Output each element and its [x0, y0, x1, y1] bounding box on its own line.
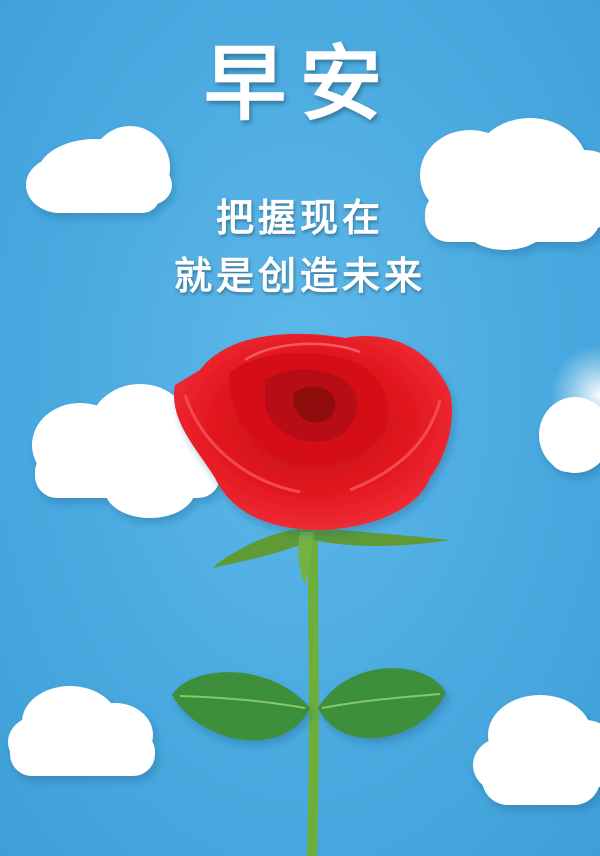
rose-bloom	[173, 333, 452, 530]
cloud-bottom-left	[8, 686, 155, 776]
greeting-line-1: 把握现在	[215, 196, 384, 240]
cloud-bottom-right	[473, 695, 600, 805]
cloud-top-left	[26, 126, 172, 213]
rose-stem	[307, 515, 319, 856]
leaf-left	[172, 672, 310, 741]
greeting-title: 早安	[203, 37, 396, 132]
cloud-top-right	[420, 118, 600, 250]
greeting-line-2: 就是创造未来	[173, 254, 426, 298]
cloud-middle-left	[32, 384, 225, 518]
leaf-right	[318, 668, 446, 739]
light-flare	[550, 345, 600, 445]
rose-sepals	[212, 528, 450, 585]
